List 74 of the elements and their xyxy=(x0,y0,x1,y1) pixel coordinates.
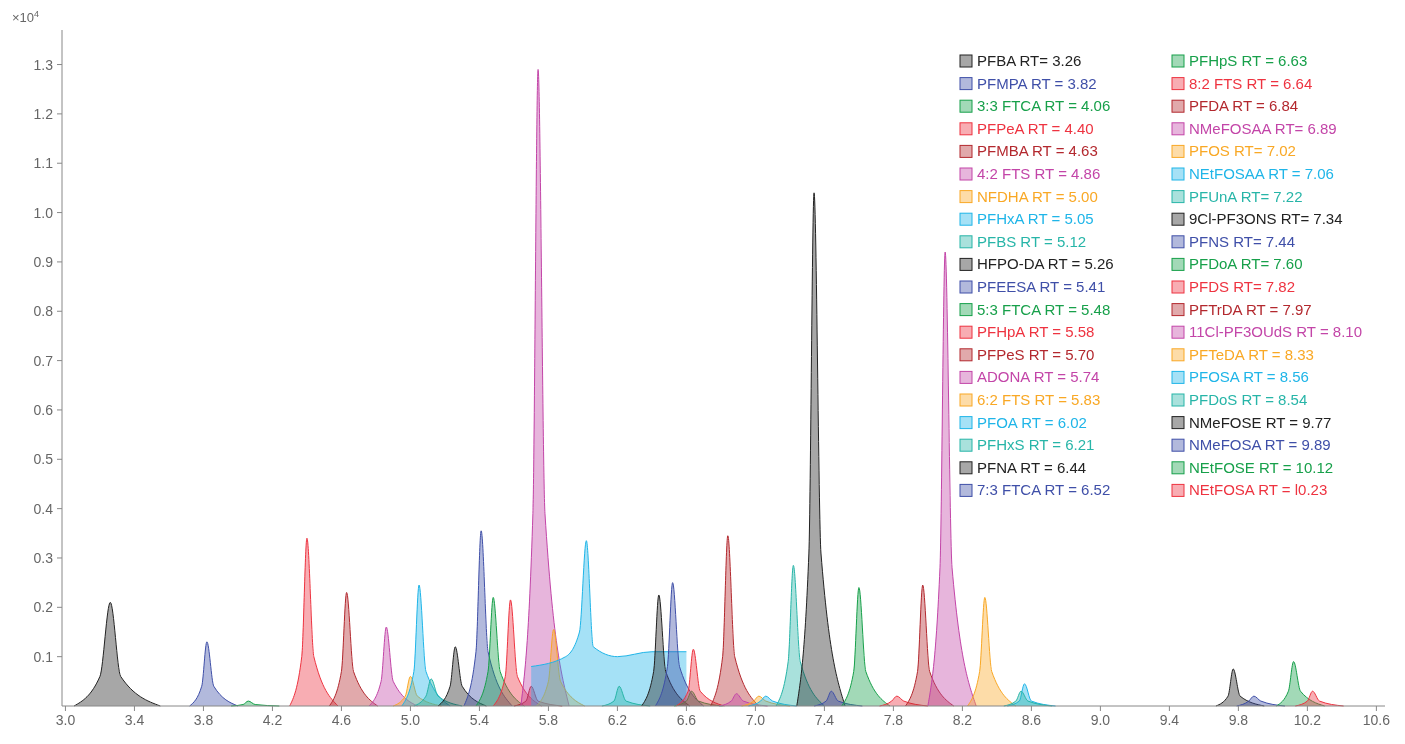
legend-label: NEtFOSE RT = 10.12 xyxy=(1189,458,1334,476)
legend-label: PFTrDA RT = 7.97 xyxy=(1189,300,1312,318)
legend-label: 11Cl-PF3OUdS RT = 8.10 xyxy=(1189,323,1362,341)
x-tick-label: 7.0 xyxy=(745,712,766,728)
y-tick-label: 0.7 xyxy=(33,352,54,369)
legend-label: PFHpA RT = 5.58 xyxy=(977,323,1095,341)
legend-label: PFDoS RT = 8.54 xyxy=(1189,391,1308,408)
y-tick-label: 0.9 xyxy=(33,253,54,270)
x-tick-label: 5.4 xyxy=(469,712,490,728)
x-tick-label: 3.0 xyxy=(55,712,76,728)
legend-label: PFTeDA RT = 8.33 xyxy=(1189,345,1314,363)
legend-label: PFPeS RT = 5.70 xyxy=(977,345,1095,363)
x-tick-label: 6.2 xyxy=(607,712,628,728)
legend-label: PFPeA RT = 4.40 xyxy=(977,119,1094,137)
x-tick-label: 8.6 xyxy=(1021,712,1042,728)
legend-label: ADONA RT = 5.74 xyxy=(977,368,1100,386)
legend-label: PFOA RT = 6.02 xyxy=(977,413,1087,431)
y-tick-label: 1.0 xyxy=(33,204,54,221)
legend-label: PFDoA RT= 7.60 xyxy=(1189,255,1303,273)
legend-label: PFMPA RT = 3.82 xyxy=(977,74,1097,92)
x-tick-label: 7.4 xyxy=(814,712,835,728)
x-tick-label: 3.4 xyxy=(124,712,145,728)
y-tick-label: 0.5 xyxy=(33,451,54,468)
x-tick-label: 5.0 xyxy=(400,712,421,728)
x-tick-label: 5.8 xyxy=(538,712,559,728)
legend-label: HFPO-DA RT = 5.26 xyxy=(977,255,1114,273)
y-tick-label: 0.1 xyxy=(33,648,54,665)
y-axis-title: ×10$^{4}$ xyxy=(12,9,40,25)
x-tick-label: 8.2 xyxy=(952,712,973,728)
legend-label: PFBS RT = 5.12 xyxy=(977,232,1087,250)
x-tick-label: 6.6 xyxy=(676,712,697,728)
legend-label: PFHpS RT = 6.63 xyxy=(1189,52,1308,69)
legend-label: PFEESA RT = 5.41 xyxy=(977,278,1106,295)
x-tick-label: 4.6 xyxy=(331,712,352,728)
y-tick-label: 0.2 xyxy=(33,599,54,616)
legend-label: 9Cl-PF3ONS RT= 7.34 xyxy=(1189,210,1343,228)
legend-label: NMeFOSAA RT= 6.89 xyxy=(1189,119,1337,137)
y-tick-label: 0.3 xyxy=(33,549,54,566)
legend-label: PFHxS RT = 6.21 xyxy=(977,436,1095,454)
x-tick-label: 10.6 xyxy=(1362,712,1391,728)
legend-label: PFDA RT = 6.84 xyxy=(1189,97,1299,115)
legend-label: PFDS RT= 7.82 xyxy=(1189,278,1296,295)
legend-label: NMeFOSE RT = 9.77 xyxy=(1189,413,1332,431)
legend-label: NEtFOSAA RT = 7.06 xyxy=(1189,165,1334,182)
legend-label: PFMBA RT = 4.63 xyxy=(977,142,1098,160)
y-tick-label: 0.4 xyxy=(33,500,54,517)
x-tick-label: 9.8 xyxy=(1228,712,1249,728)
legend-label: PFNS RT= 7.44 xyxy=(1189,232,1296,250)
y-tick-label: 1.1 xyxy=(33,155,54,172)
x-tick-label: 9.4 xyxy=(1159,712,1180,728)
x-tick-label: 7.8 xyxy=(883,712,904,728)
y-tick-label: 0.8 xyxy=(33,303,54,320)
legend-label: PFUnA RT= 7.22 xyxy=(1189,187,1303,205)
legend-label: NMeFOSA RT = 9.89 xyxy=(1189,436,1331,454)
x-tick-label: 4.2 xyxy=(262,712,283,728)
y-tick-label: 1.2 xyxy=(33,105,54,122)
legend-label: PFBA RT= 3.26 xyxy=(977,52,1082,69)
legend-label: NFDHA RT = 5.00 xyxy=(977,187,1098,205)
legend-label: NEtFOSA RT = l0.23 xyxy=(1189,481,1328,499)
legend-label: PFOS RT= 7.02 xyxy=(1189,142,1296,160)
x-tick-label: 9.0 xyxy=(1090,712,1111,728)
y-tick-label: 1.3 xyxy=(33,56,54,73)
legend-label: 4:2 FTS RT = 4.86 xyxy=(977,165,1101,182)
x-tick-label: 10.2 xyxy=(1293,712,1322,728)
legend-label: 3:3 FTCA RT = 4.06 xyxy=(977,97,1111,115)
legend-label: PFNA RT = 6.44 xyxy=(977,458,1087,476)
legend-label: PFHxA RT = 5.05 xyxy=(977,210,1094,228)
legend-label: 8:2 FTS RT = 6.64 xyxy=(1189,74,1313,92)
legend-label: 6:2 FTS RT = 5.83 xyxy=(977,391,1101,408)
x-tick-label: 3.8 xyxy=(193,712,214,728)
legend-label: 7:3 FTCA RT = 6.52 xyxy=(977,481,1111,499)
legend-label: 5:3 FTCA RT = 5.48 xyxy=(977,300,1111,318)
y-tick-label: 0.6 xyxy=(33,401,54,418)
legend-label: PFOSA RT = 8.56 xyxy=(1189,368,1309,386)
